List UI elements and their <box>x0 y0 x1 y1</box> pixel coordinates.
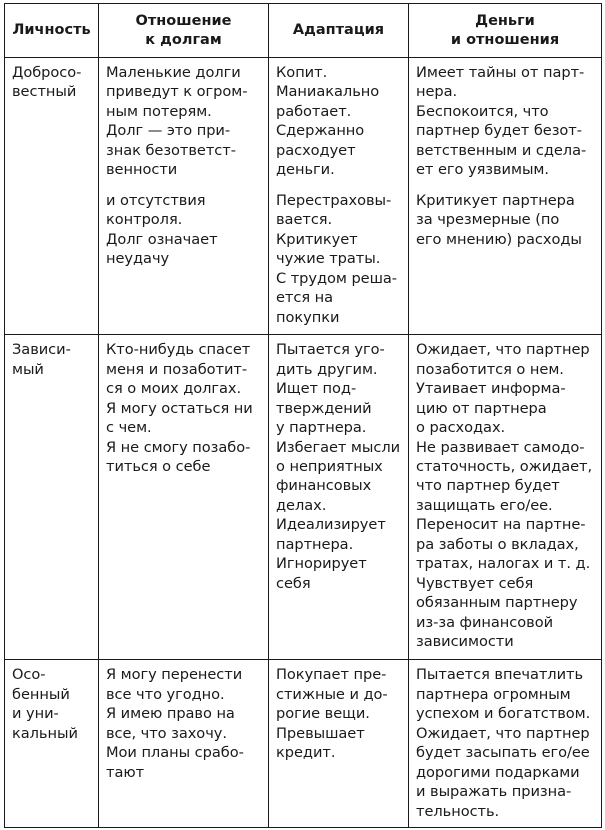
header-line: и отношения <box>450 31 560 48</box>
cell-paragraph: и отсутствия контроля. Долг означает неу… <box>106 191 218 268</box>
cell-debt-attitude: Маленькие долги приведут к огром- ным по… <box>98 56 269 336</box>
cell-personality: Добросо- вестный <box>4 56 99 336</box>
cell-paragraph: Добросо- вестный <box>12 64 82 101</box>
table-row: Добросо- вестный Маленькие долги приведу… <box>4 56 602 336</box>
cell-adaptation: Пытается уго- дить другим. Ищет под- тве… <box>268 334 409 661</box>
cell-paragraph: Ожидает, что партнер позаботится о нем. … <box>416 341 593 651</box>
cell-money-relations: Пытается впечатлить партнера огромным ус… <box>408 659 602 828</box>
column-header-money-relations: Деньги и отношения <box>408 3 602 58</box>
cell-money-relations: Ожидает, что партнер позаботится о нем. … <box>408 334 602 661</box>
cell-paragraph: Перестраховы- вается. Критикует чужие тр… <box>276 191 398 326</box>
header-row: Личность Отношение к долгам Адаптация Де… <box>4 3 602 58</box>
column-header-personality: Личность <box>4 3 99 58</box>
cell-paragraph: Пытается впечатлить партнера огромным ус… <box>416 666 591 820</box>
cell-paragraph: Осо- бенный и уни- кальный <box>12 666 78 742</box>
header-line: Отношение <box>135 12 232 29</box>
cell-personality: Зависи- мый <box>4 334 99 661</box>
column-header-debt-attitude: Отношение к долгам <box>98 3 269 58</box>
table-row: Зависи- мый Кто-нибудь спасет меня и поз… <box>4 334 602 661</box>
cell-paragraph: Кто-нибудь спасет меня и позаботит- ся о… <box>106 341 253 476</box>
cell-paragraph: Зависи- мый <box>12 341 71 378</box>
cell-money-relations: Имеет тайны от парт- нера. Беспокоится, … <box>408 56 602 336</box>
table-body: Добросо- вестный Маленькие долги приведу… <box>4 56 602 828</box>
cell-adaptation: Копит. Маниакально работает. Сдержанно р… <box>268 56 409 336</box>
cell-paragraph: Покупает пре- стижные и до- рогие вещи. … <box>276 666 388 762</box>
cell-paragraph: Пытается уго- дить другим. Ищет под- тве… <box>276 341 401 592</box>
personality-money-matrix: Личность Отношение к долгам Адаптация Де… <box>4 3 602 828</box>
header-line: Адаптация <box>292 22 385 39</box>
matrix-table: Личность Отношение к долгам Адаптация Де… <box>4 3 602 828</box>
cell-paragraph: Критикует партнера за чрезмерные (по его… <box>416 191 582 248</box>
cell-paragraph: Я могу перенести все что угодно. Я имею … <box>106 666 244 781</box>
header-line: к долгам <box>145 31 222 48</box>
cell-personality: Осо- бенный и уни- кальный <box>4 659 99 828</box>
table-row: Осо- бенный и уни- кальный Я могу перене… <box>4 659 602 828</box>
header-line: Личность <box>12 22 91 39</box>
header-line: Деньги <box>475 12 535 29</box>
column-header-adaptation: Адаптация <box>268 3 409 58</box>
cell-debt-attitude: Кто-нибудь спасет меня и позаботит- ся о… <box>98 334 269 661</box>
cell-paragraph: Имеет тайны от парт- нера. Беспокоится, … <box>416 64 587 179</box>
cell-paragraph: Маленькие долги приведут к огром- ным по… <box>106 64 248 179</box>
cell-paragraph: Копит. Маниакально работает. Сдержанно р… <box>276 64 380 179</box>
cell-debt-attitude: Я могу перенести все что угодно. Я имею … <box>98 659 269 828</box>
table-header: Личность Отношение к долгам Адаптация Де… <box>4 3 602 58</box>
cell-adaptation: Покупает пре- стижные и до- рогие вещи. … <box>268 659 409 828</box>
